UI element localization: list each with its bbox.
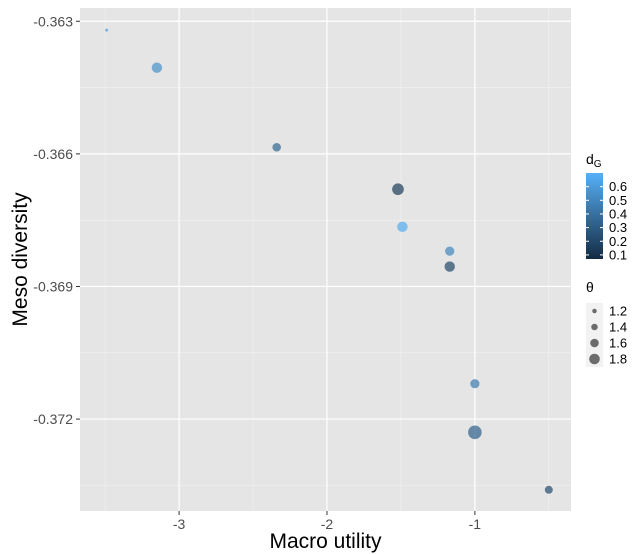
x-tick-label: -3 <box>173 516 186 532</box>
x-tick-label: -1 <box>469 516 482 532</box>
size-legend-label: 1.8 <box>609 352 627 367</box>
data-points <box>105 28 553 494</box>
data-point <box>397 221 408 233</box>
y-tick-label: -0.372 <box>33 411 73 427</box>
major-grid <box>80 8 571 511</box>
color-legend-label: 0.5 <box>609 193 627 208</box>
y-tick-label: -0.369 <box>33 278 73 294</box>
color-legend-label: 0.2 <box>609 234 627 249</box>
data-point <box>445 246 455 256</box>
size-legend-point <box>590 338 599 348</box>
x-axis-ticks: -3 -2 -1 <box>173 511 481 532</box>
size-legend-label: 1.4 <box>609 320 627 335</box>
color-legend-label: 0.4 <box>609 206 627 221</box>
data-point <box>392 183 404 196</box>
data-point <box>105 28 109 32</box>
color-legend-ticks: 0.60.50.40.30.20.1 <box>586 179 627 262</box>
data-point <box>544 485 553 494</box>
data-point <box>470 379 480 389</box>
size-legend: θ 1.21.41.61.8 <box>586 279 627 367</box>
data-point <box>444 261 455 272</box>
size-legend-point <box>592 308 597 314</box>
x-axis-title: Macro utility <box>269 530 382 553</box>
data-point <box>468 425 482 440</box>
size-legend-point <box>591 323 598 331</box>
data-point <box>272 142 281 152</box>
y-axis-title: Meso diversity <box>9 192 32 327</box>
y-tick-label: -0.363 <box>33 13 73 29</box>
color-legend-title: dG <box>586 151 602 170</box>
y-axis-ticks: -0.363 -0.366 -0.369 -0.372 <box>33 13 80 427</box>
size-legend-label: 1.6 <box>609 336 627 351</box>
minor-grid <box>80 8 571 511</box>
color-legend-label: 0.3 <box>609 220 627 235</box>
size-legend-point <box>589 353 600 365</box>
color-legend-label: 0.1 <box>609 247 627 262</box>
color-legend: dG 0.60.50.40.30.20.1 <box>586 151 627 262</box>
color-legend-title-sub: G <box>594 159 602 170</box>
color-legend-title-main: d <box>586 151 594 167</box>
size-legend-label: 1.2 <box>609 304 627 319</box>
color-bar <box>586 173 603 259</box>
data-point <box>151 62 163 73</box>
color-legend-label: 0.6 <box>609 179 627 194</box>
size-legend-keys: 1.21.41.61.8 <box>586 303 627 367</box>
size-legend-title: θ <box>586 279 594 295</box>
y-tick-label: -0.366 <box>33 146 73 162</box>
plot-panel <box>80 8 571 511</box>
x-tick-label: -2 <box>321 516 334 532</box>
